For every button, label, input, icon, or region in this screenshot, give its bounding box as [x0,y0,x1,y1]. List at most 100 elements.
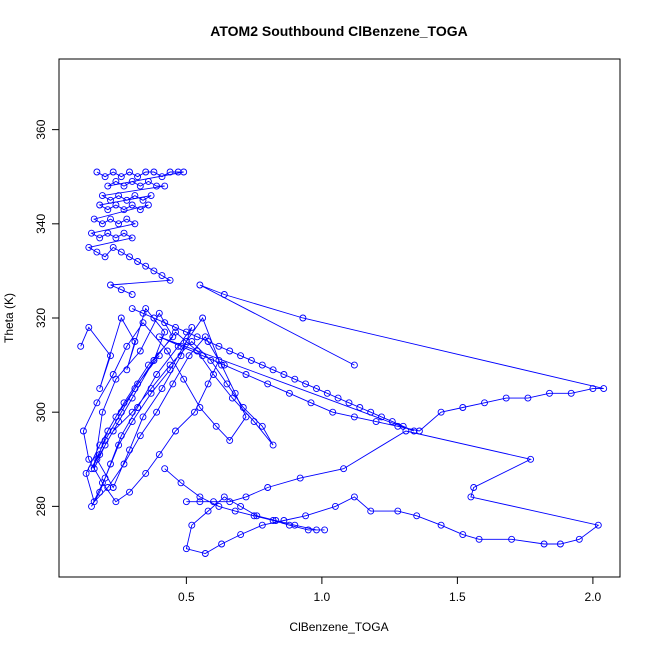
data-point [212,422,220,430]
data-point [199,314,207,322]
data-point [302,512,310,520]
data-point [117,432,125,440]
data-point [136,182,144,190]
data-point [120,229,128,237]
data-point [291,375,299,383]
data-point [112,498,120,506]
x-axis-label: ClBenzene_TOGA [289,620,388,634]
data-point [299,314,307,322]
data-point [107,352,114,360]
data-point [142,168,150,176]
data-point [107,460,114,468]
series-lines [80,171,604,554]
data-point [237,531,245,539]
data-point [109,484,117,491]
data-point [269,366,277,374]
data-point [475,535,483,543]
data-point [112,201,120,209]
data-point [155,309,163,317]
data-point [144,201,152,209]
data-point [269,517,277,524]
data-point [79,427,87,435]
data-point [115,192,123,200]
data-point [302,380,310,388]
data-point [101,441,109,449]
data-point [126,488,133,496]
data-point [524,394,532,402]
data-point [204,380,212,388]
data-point [90,465,98,473]
data-point [201,550,209,557]
data-point [185,352,193,360]
data-point [153,371,161,378]
data-point [410,427,418,435]
data-point [107,215,114,223]
data-point [126,168,133,176]
data-point [166,361,174,369]
data-point [120,182,128,190]
data-point [88,229,95,237]
data-point [117,314,125,322]
data-point [285,389,293,397]
data-point [90,215,98,223]
data-point [134,173,142,181]
data-point [172,427,179,435]
data-point [196,404,204,411]
data-point [128,234,136,242]
series-line-0 [80,307,274,507]
data-point [191,408,198,416]
data-point [109,168,117,176]
data-point [131,192,139,200]
data-point [161,328,169,336]
data-point [196,281,204,289]
data-point [134,258,142,265]
data-point [459,404,467,411]
data-point [161,465,169,473]
data-point [120,460,128,468]
data-point [109,427,117,435]
data-point [120,399,128,407]
data-point [101,173,109,181]
data-point [467,493,475,501]
x-tick-label: 2.0 [585,590,602,604]
data-point [242,413,250,421]
data-point [82,469,90,477]
data-point [136,206,144,214]
data-point [158,272,166,280]
data-point [177,479,185,487]
data-point [567,389,575,397]
data-point [158,385,166,393]
data-point [128,394,136,402]
data-point [155,451,163,459]
data-point [126,446,133,454]
data-point [147,385,155,393]
data-point [117,248,125,256]
data-point [139,413,147,421]
data-point [527,455,535,463]
data-point [155,352,163,360]
data-point [258,361,266,369]
data-point [313,385,320,393]
data-point [123,215,131,223]
data-point [350,413,358,421]
data-point [166,366,174,374]
data-point [199,352,207,360]
data-point [128,305,136,313]
series-line-1 [87,171,184,295]
data-point [540,540,548,548]
series-line-2 [132,284,604,432]
data-point [161,182,169,190]
data-point [226,347,234,355]
y-axis-label: Theta (K) [2,293,16,343]
data-point [437,408,445,416]
data-point [182,338,190,345]
data-point [304,526,312,534]
data-point [220,493,228,501]
data-point [90,498,98,506]
data-point [101,253,109,261]
data-point [115,441,123,449]
data-point [174,168,182,176]
data-point [264,484,272,491]
data-point [215,502,223,510]
